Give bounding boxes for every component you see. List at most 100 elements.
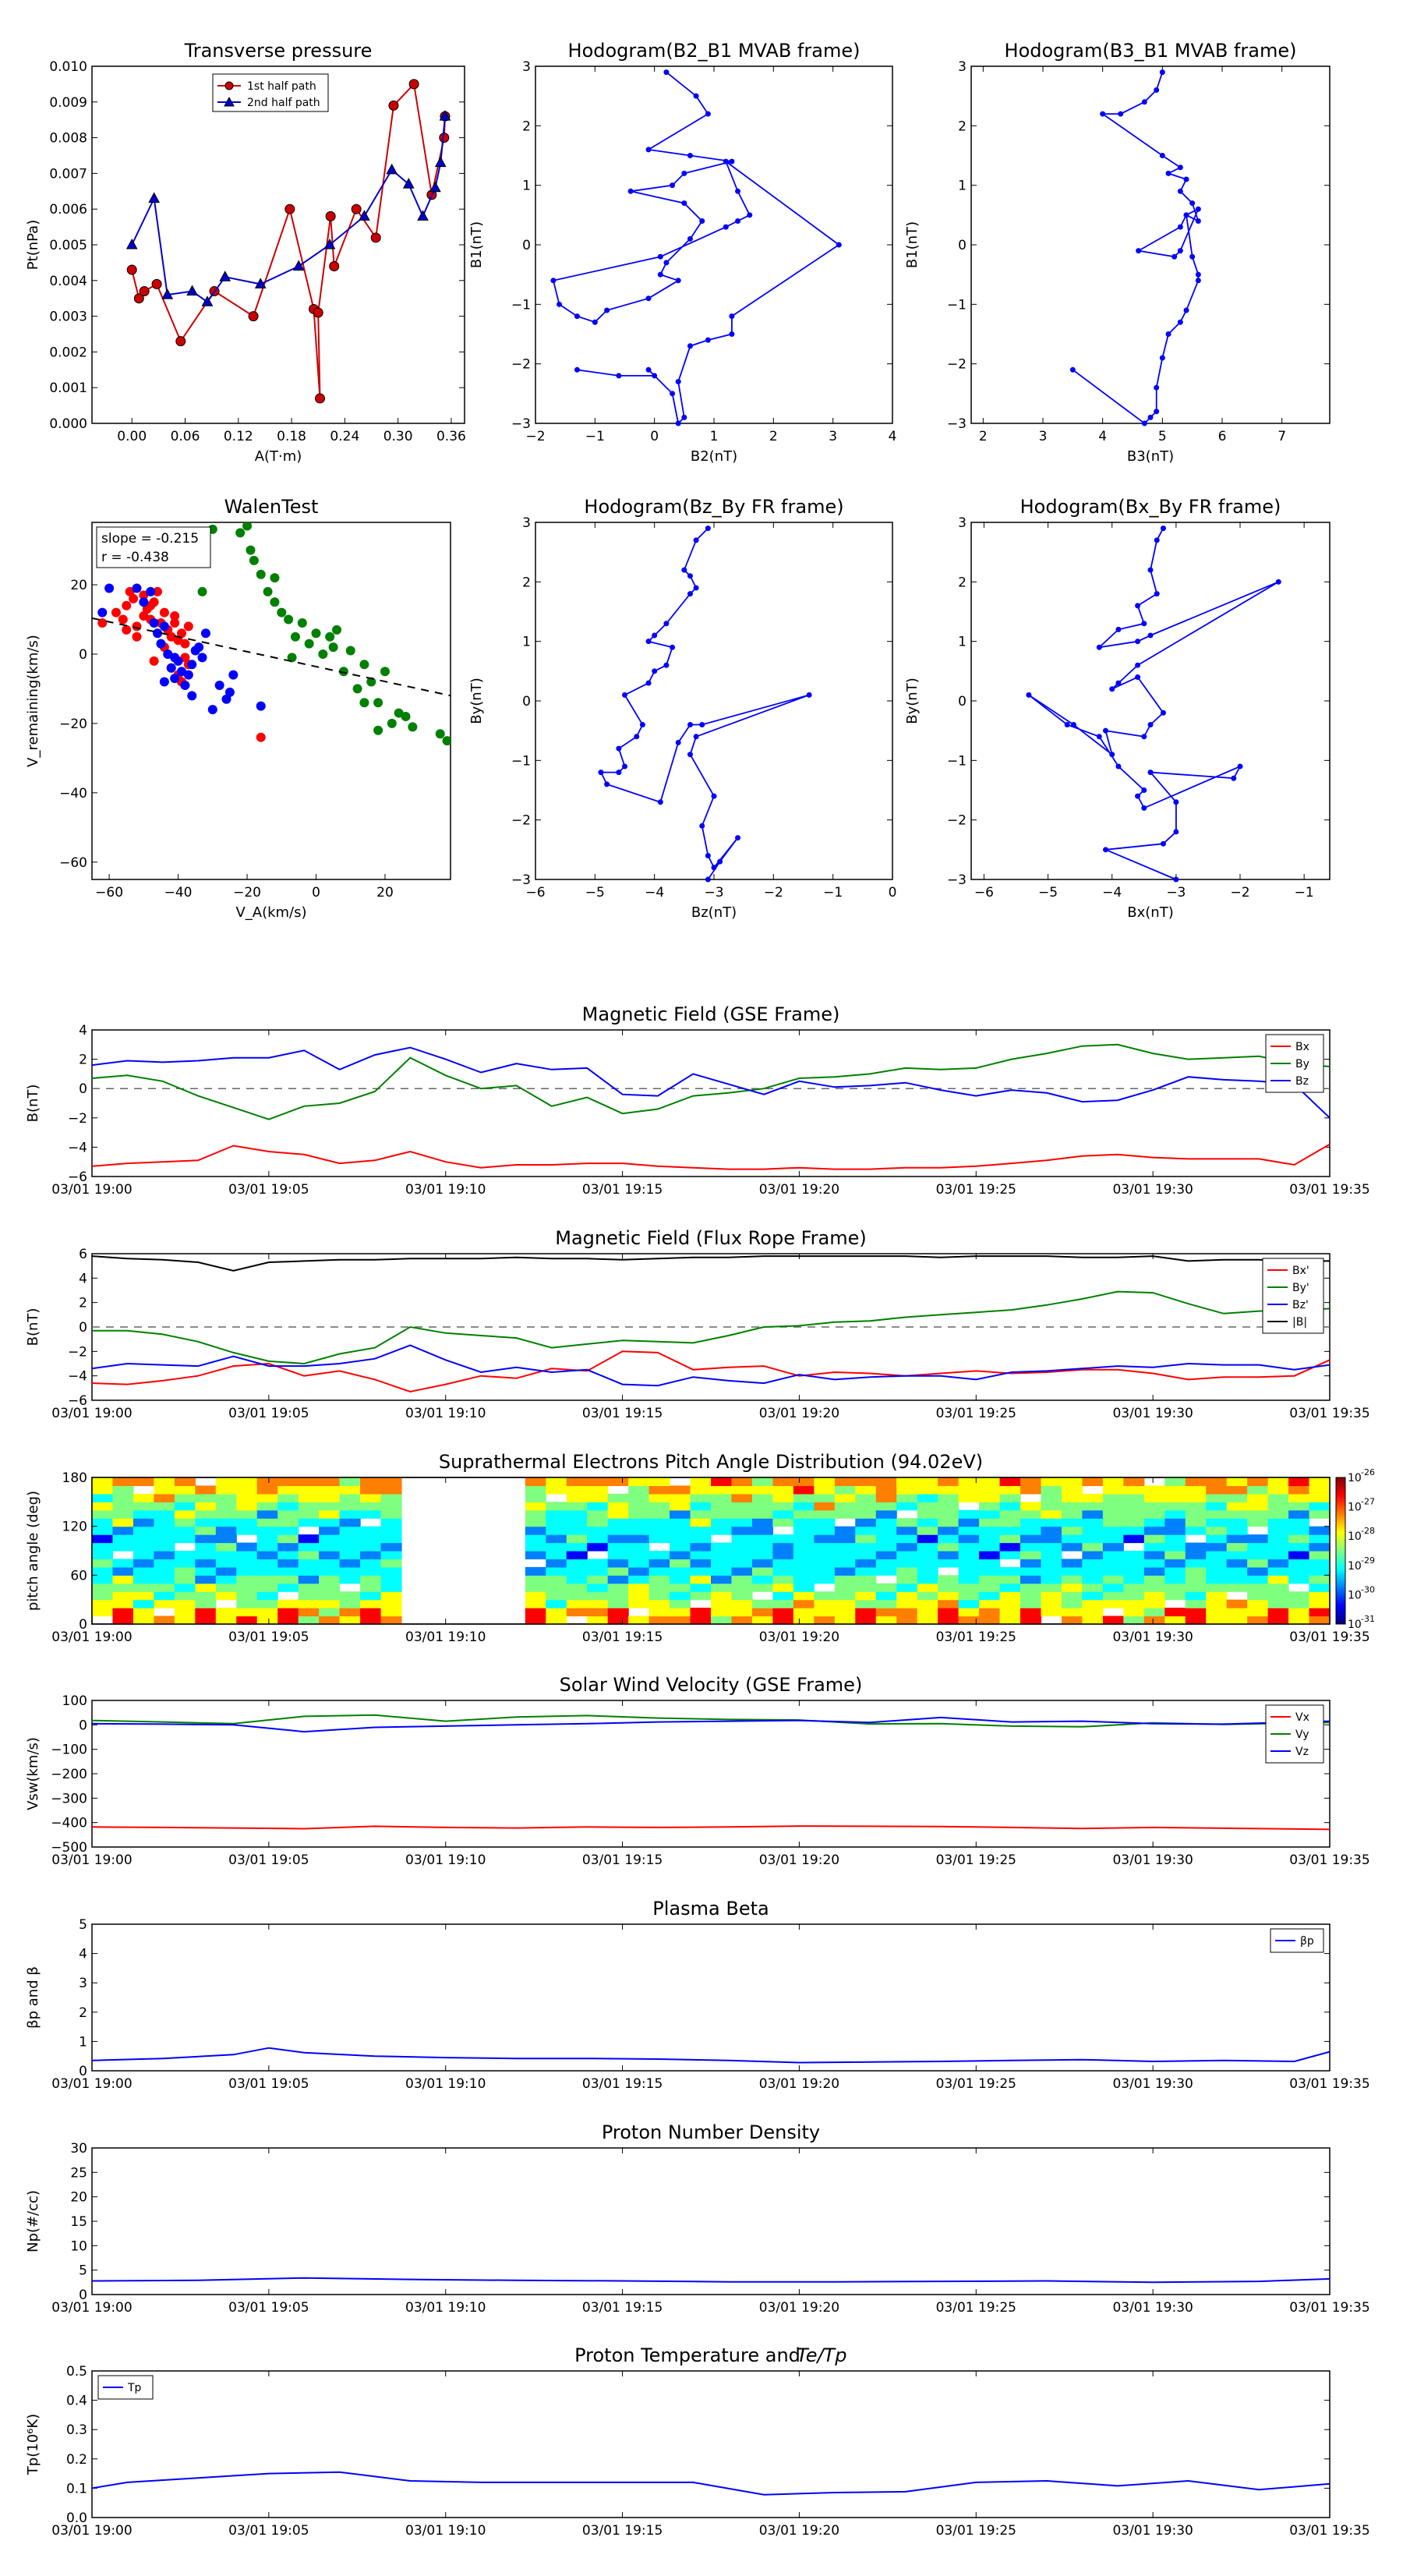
heatmap-cell <box>628 1583 650 1592</box>
hodogram-point <box>1069 366 1076 373</box>
heatmap-cell <box>1102 1502 1124 1511</box>
heatmap-cell <box>1164 1485 1186 1495</box>
scatter-point-green <box>290 632 300 642</box>
heatmap-cell <box>319 1526 341 1535</box>
x-tick-label: 03/01 19:35 <box>1289 1182 1369 1198</box>
heatmap-cell <box>525 1493 546 1502</box>
heatmap-cell <box>1288 1526 1310 1535</box>
data-point <box>434 156 447 168</box>
heatmap-cell <box>154 1518 175 1527</box>
heatmap-cell <box>1082 1591 1104 1601</box>
heatmap-cell <box>1309 1526 1331 1535</box>
heatmap-cell <box>1247 1493 1269 1502</box>
heatmap-cell <box>875 1591 897 1601</box>
heatmap-cell <box>298 1477 320 1487</box>
heatmap-cell <box>814 1485 836 1495</box>
heatmap-cell <box>979 1583 1001 1592</box>
h3-title: Hodogram(Bz_By FR frame) <box>584 496 843 518</box>
heatmap-cell <box>256 1599 278 1608</box>
heatmap-cell <box>319 1608 341 1617</box>
scatter-point-blue <box>159 621 169 632</box>
hodogram-point <box>747 212 753 218</box>
heatmap-cell <box>917 1493 938 1502</box>
heatmap-cell <box>236 1485 258 1495</box>
h2-panel: Hodogram(B3_B1 MVAB frame) −3 −2 −1 0 1 2 3 2 3 4 5… <box>904 40 1331 465</box>
heatmap-cell <box>277 1502 299 1511</box>
legend-label: Vx <box>1295 1711 1309 1724</box>
heatmap-cell <box>958 1559 980 1568</box>
y-tick-label: 0.5 <box>66 2364 87 2380</box>
heatmap-cell <box>195 1526 217 1535</box>
heatmap-cell <box>1061 1566 1083 1576</box>
hodogram-point <box>1165 170 1172 176</box>
heatmap-cell <box>1247 1485 1269 1495</box>
x-tick-label: 03/01 19:20 <box>759 1629 839 1645</box>
heatmap-cell <box>256 1502 278 1511</box>
heatmap-cell <box>319 1615 341 1625</box>
heatmap-cell <box>834 1542 856 1552</box>
hodogram-point <box>675 379 681 385</box>
hodogram-point <box>836 242 842 248</box>
walen-panel: WalenTest −60 −60 −40 −40 −20 −20 0 0 20 20 V_A(km/… <box>25 496 451 921</box>
scatter-point-blue <box>224 687 235 697</box>
legend-label: |B| <box>1292 1316 1307 1329</box>
heatmap-cell <box>360 1485 382 1495</box>
scatter-point-green <box>270 597 280 607</box>
x-axis-label: V_A(km/s) <box>235 904 306 921</box>
heatmap-cell <box>236 1591 258 1601</box>
y-tick-label: 15 <box>70 2214 87 2230</box>
heatmap-cell <box>1102 1591 1124 1601</box>
data-point <box>386 163 398 175</box>
colorbar-tick-exp: -26 <box>1361 1467 1375 1477</box>
hodogram-point <box>663 621 670 627</box>
hodogram-point <box>627 188 634 194</box>
heatmap-cell <box>1143 1599 1165 1608</box>
heatmap-cell <box>546 1591 567 1601</box>
heatmap-cell <box>154 1526 175 1535</box>
heatmap-cell <box>1288 1485 1310 1495</box>
hodogram-point <box>723 224 729 230</box>
heatmap-cell <box>958 1575 980 1584</box>
scatter-point-red <box>166 632 176 642</box>
hodogram-point <box>693 93 699 99</box>
scatter-point-green <box>235 528 246 538</box>
heatmap-cell <box>814 1551 836 1560</box>
heatmap-cell <box>958 1551 980 1560</box>
heatmap-cell <box>855 1542 877 1552</box>
heatmap-cell <box>380 1615 402 1625</box>
heatmap-cell <box>1206 1542 1228 1552</box>
beta-axes-frame <box>91 1923 1331 2072</box>
heatmap-cell <box>587 1608 609 1617</box>
heatmap-cell <box>277 1509 299 1519</box>
heatmap-cell <box>1288 1575 1310 1584</box>
y-tick-label: −6 <box>68 1393 87 1409</box>
heatmap-cell <box>958 1518 980 1527</box>
legend-label: Bz <box>1295 1075 1309 1088</box>
heatmap-cell <box>751 1493 773 1502</box>
heatmap-cell <box>1061 1493 1083 1502</box>
y-axis-label: B1(nT) <box>468 221 485 268</box>
heatmap-cell <box>236 1542 258 1552</box>
pad-panel: Suprathermal Electrons Pitch Angle Distr… <box>25 1451 1375 1645</box>
heatmap-cell <box>1102 1575 1124 1584</box>
hodogram-point <box>616 770 622 776</box>
series-line-Bz <box>91 1344 1331 1387</box>
heatmap-cell <box>875 1518 897 1527</box>
scatter-point-red <box>149 656 159 666</box>
scatter-point-green <box>304 639 314 649</box>
hodogram-point <box>592 319 598 325</box>
x-tick-label: −2 <box>525 429 545 444</box>
legend-label: Bx <box>1295 1041 1309 1053</box>
walen-plot-area <box>92 522 451 746</box>
hodogram-point <box>657 799 663 805</box>
heatmap-cell <box>1164 1583 1186 1592</box>
heatmap-cell <box>648 1566 670 1576</box>
heatmap-cell <box>607 1599 629 1608</box>
heatmap-cell <box>958 1615 980 1625</box>
heatmap-cell <box>133 1542 154 1552</box>
hodogram-point <box>1177 319 1183 325</box>
heatmap-cell <box>339 1502 361 1511</box>
heatmap-cell <box>298 1542 320 1552</box>
hodogram-path <box>552 71 840 425</box>
heatmap-cell <box>380 1551 402 1560</box>
